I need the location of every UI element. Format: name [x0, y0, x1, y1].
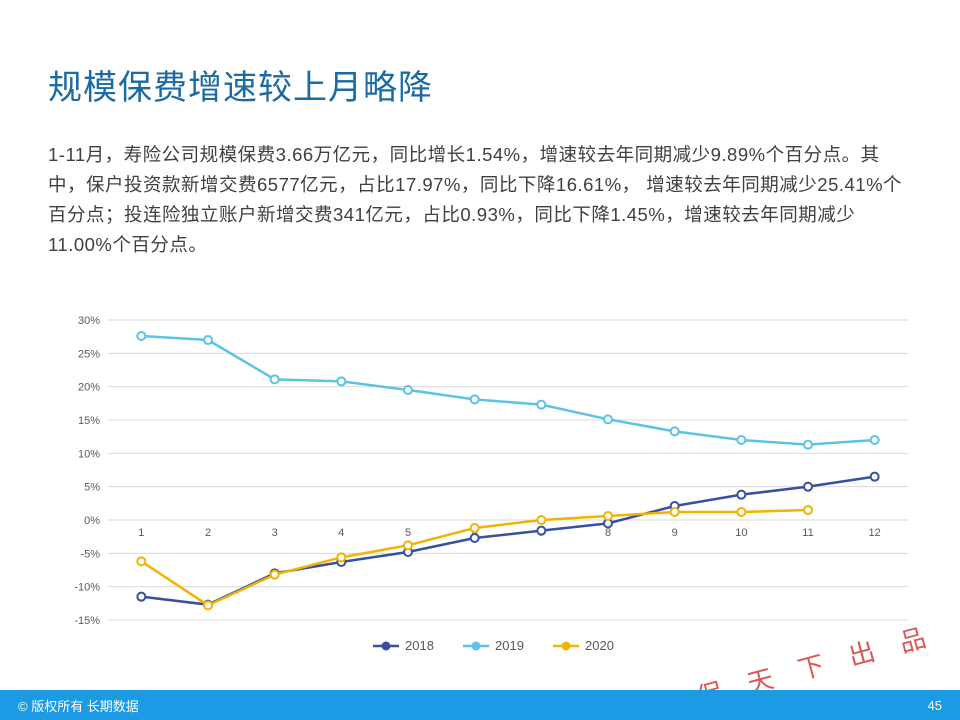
chart-svg: -15%-10%-5%0%5%10%15%20%25%30%1234567891… [48, 310, 928, 660]
svg-text:-15%: -15% [74, 615, 100, 627]
svg-text:8: 8 [605, 527, 611, 539]
svg-text:4: 4 [338, 527, 344, 539]
svg-text:10%: 10% [78, 448, 100, 460]
svg-text:-5%: -5% [80, 548, 100, 560]
body-paragraph: 1-11月，寿险公司规模保费3.66万亿元，同比增长1.54%，增速较去年同期减… [48, 140, 912, 260]
svg-text:5: 5 [405, 527, 411, 539]
footer-bar: © 版权所有 长期数据 45 [0, 690, 960, 720]
svg-text:2019: 2019 [495, 638, 524, 653]
svg-text:3: 3 [272, 527, 278, 539]
svg-text:5%: 5% [84, 482, 100, 494]
svg-text:30%: 30% [78, 315, 100, 327]
svg-text:2020: 2020 [585, 638, 614, 653]
svg-text:15%: 15% [78, 415, 100, 427]
svg-text:2: 2 [205, 527, 211, 539]
series-2019 [137, 332, 878, 449]
growth-line-chart: -15%-10%-5%0%5%10%15%20%25%30%1234567891… [48, 310, 928, 660]
page-number: 45 [928, 698, 942, 713]
svg-text:-10%: -10% [74, 582, 100, 594]
svg-text:2018: 2018 [405, 638, 434, 653]
svg-text:1: 1 [138, 527, 144, 539]
svg-text:0%: 0% [84, 515, 100, 527]
svg-text:25%: 25% [78, 348, 100, 360]
svg-text:9: 9 [672, 527, 678, 539]
page-title: 规模保费增速较上月略降 [48, 60, 433, 109]
svg-text:11: 11 [802, 527, 813, 539]
series-2018 [137, 473, 878, 609]
svg-text:20%: 20% [78, 382, 100, 394]
svg-text:12: 12 [869, 527, 881, 539]
chart-legend: 2018 2019 2020 [373, 638, 614, 653]
series-2020 [137, 506, 812, 609]
copyright-text: © 版权所有 长期数据 [18, 696, 139, 715]
svg-text:10: 10 [735, 527, 747, 539]
